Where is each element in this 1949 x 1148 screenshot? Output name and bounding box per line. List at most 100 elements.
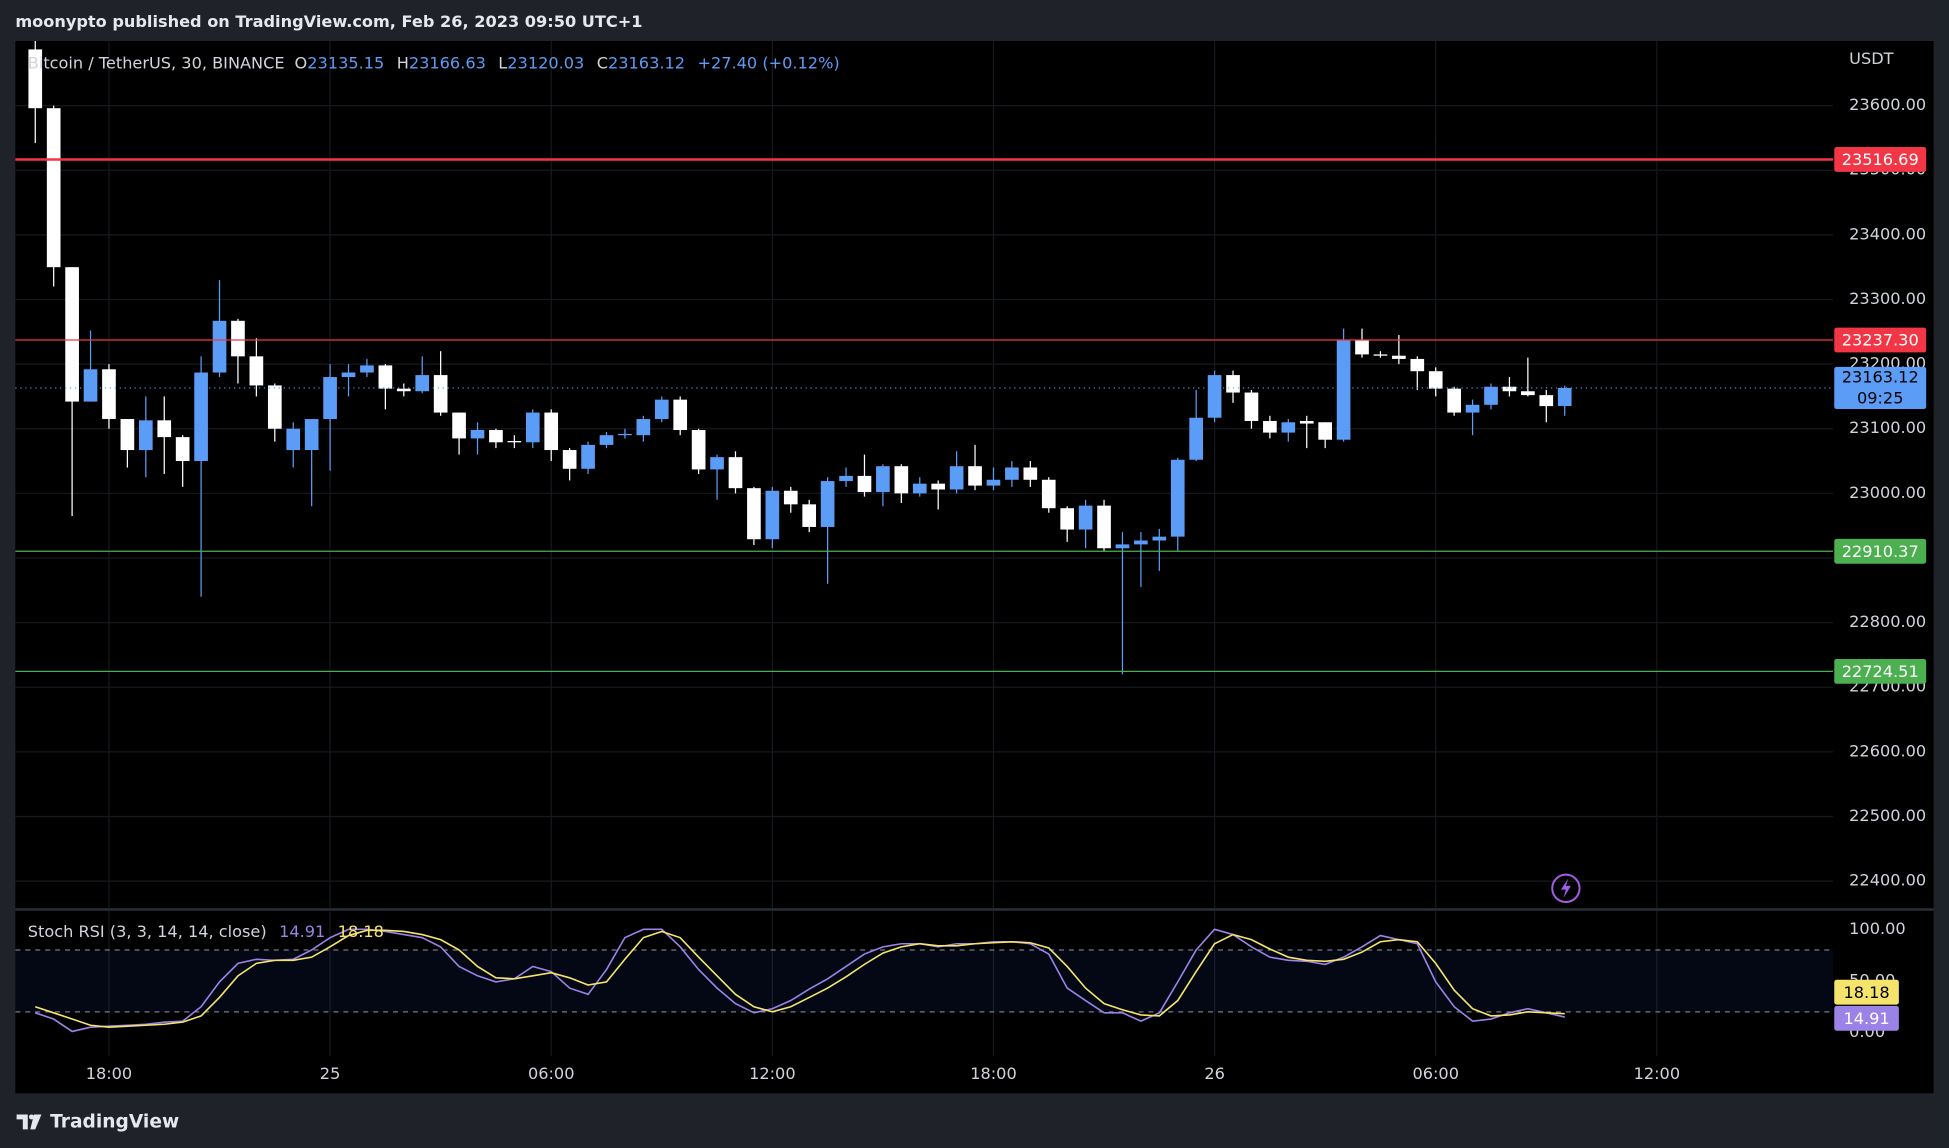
ohlc-value: 23120.03 <box>507 53 584 72</box>
y-tick-label: 100.00 <box>1849 919 1905 938</box>
candle-body <box>1207 375 1222 418</box>
candle-body <box>1097 505 1111 549</box>
last-price-label: 23163.12 <box>1842 367 1919 386</box>
candle-body <box>507 441 522 443</box>
candle-body <box>323 377 337 420</box>
level-label: 22910.37 <box>1842 542 1919 561</box>
ohlc-key: L <box>498 53 507 72</box>
candle-body <box>1023 467 1038 480</box>
y-tick-label: 22400.00 <box>1849 871 1926 890</box>
candle-body <box>710 457 724 470</box>
band-fill <box>15 949 1834 1012</box>
candle-body <box>249 356 264 386</box>
candle-body <box>120 419 135 451</box>
candle-body <box>83 369 98 402</box>
x-tick-label: 25 <box>320 1064 341 1083</box>
candle-body <box>1005 467 1019 480</box>
candle-body <box>396 388 411 392</box>
candle-body <box>286 428 301 451</box>
candle-body <box>175 437 190 462</box>
x-tick-label: 18:00 <box>970 1064 1017 1083</box>
candle-body <box>231 320 245 357</box>
candle-body <box>562 450 577 469</box>
ohlc-key: H <box>397 53 409 72</box>
candle-body <box>544 412 559 451</box>
y-tick-label: 22600.00 <box>1849 741 1926 760</box>
change: +27.40 (+0.12%) <box>697 53 839 72</box>
candle-body <box>415 375 430 392</box>
candle-body <box>857 475 872 493</box>
candle-body <box>1428 371 1443 389</box>
candle-body <box>378 365 393 389</box>
x-tick-label: 18:00 <box>86 1064 133 1083</box>
candle-body <box>581 444 595 469</box>
candle-body <box>102 369 116 420</box>
candle-body <box>470 430 485 439</box>
y-tick-label: 22500.00 <box>1849 806 1926 825</box>
level-tag <box>1834 658 1927 684</box>
ohlc-value: 23135.15 <box>307 53 384 72</box>
value-tag-label: 18.18 <box>1843 983 1889 1002</box>
candle-body <box>1134 540 1148 545</box>
candle-body <box>618 433 632 436</box>
legend-value: 18.18 <box>338 921 384 940</box>
x-tick-label: 06:00 <box>1412 1064 1459 1083</box>
candle-body <box>1373 354 1388 356</box>
y-tick-label: 22800.00 <box>1849 612 1926 631</box>
value-tag-label: 14.91 <box>1843 1009 1889 1028</box>
candle-body <box>1299 420 1314 424</box>
candle-body <box>46 108 61 268</box>
candle-body <box>820 481 835 527</box>
candle-body <box>212 320 227 373</box>
ohlc-value: 23166.63 <box>409 53 486 72</box>
y-tick-label: 23000.00 <box>1849 483 1926 502</box>
candle-body <box>1392 355 1406 359</box>
candle-body <box>1152 536 1167 541</box>
candle-body <box>1318 422 1332 440</box>
candle-body <box>912 483 927 494</box>
candle-body <box>433 375 448 413</box>
candle-body <box>691 430 706 470</box>
candle-body <box>1170 459 1185 537</box>
candle-body <box>360 365 374 373</box>
publisher: moonypto published on TradingView.com, F… <box>15 12 642 31</box>
countdown-label: 09:25 <box>1857 389 1904 408</box>
level-tag <box>1834 327 1927 353</box>
candle-body <box>968 466 982 486</box>
y-tick-label: 23300.00 <box>1849 289 1926 308</box>
y-tick-label: 23600.00 <box>1849 95 1926 114</box>
candle-body <box>452 412 466 439</box>
candle-body <box>1465 404 1480 413</box>
candle-body <box>654 399 669 420</box>
candle-body <box>1521 391 1535 396</box>
price-pane <box>15 41 1834 909</box>
candle-body <box>1115 544 1130 549</box>
candle-body <box>765 490 780 540</box>
candle-body <box>489 430 503 443</box>
candle-body <box>949 466 964 490</box>
x-tick-label: 26 <box>1204 1064 1225 1083</box>
candle-body <box>1557 387 1572 407</box>
x-tick-label: 12:00 <box>749 1064 796 1083</box>
candle-body <box>1263 420 1277 433</box>
alert-icon[interactable] <box>1551 873 1581 903</box>
candle-body <box>1539 395 1554 407</box>
candle-body <box>157 420 172 438</box>
last-price-tag <box>1834 366 1927 410</box>
candle-body <box>747 488 761 540</box>
ohlc-key: O <box>295 53 308 72</box>
x-tick-label: 12:00 <box>1634 1064 1681 1083</box>
level-tag <box>1834 147 1927 172</box>
ohlc-key: C <box>597 53 608 72</box>
candle-body <box>28 49 43 109</box>
candle-body <box>341 372 356 378</box>
candle-body <box>894 466 909 494</box>
candle-body <box>636 419 651 436</box>
ohlc-value: 23163.12 <box>608 53 685 72</box>
y-tick-label: 23100.00 <box>1849 418 1926 437</box>
candle-body <box>599 435 614 445</box>
candle-body <box>931 483 946 490</box>
chart-area <box>15 41 1934 1094</box>
candle-body <box>1281 422 1296 433</box>
